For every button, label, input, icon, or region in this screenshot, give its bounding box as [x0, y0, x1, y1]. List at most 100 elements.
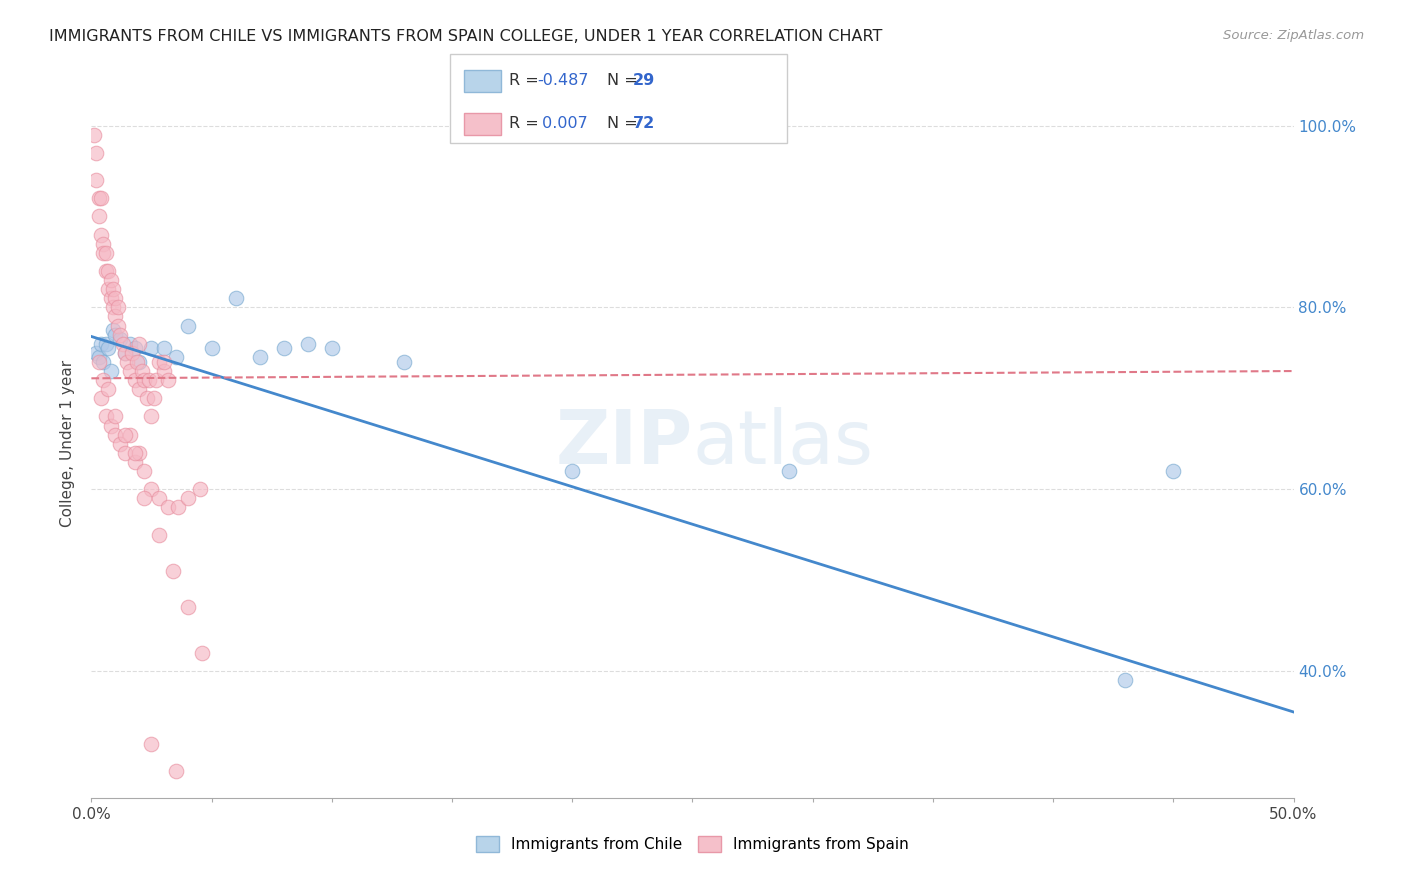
Point	[94, 264, 117, 278]
Point	[561, 464, 583, 478]
Point	[114, 346, 136, 360]
Point	[104, 409, 127, 424]
Point	[100, 273, 122, 287]
Point	[114, 446, 136, 460]
Point	[90, 191, 112, 205]
Point	[201, 341, 224, 355]
Point	[117, 355, 139, 369]
Point	[97, 264, 120, 278]
Text: Source: ZipAtlas.com: Source: ZipAtlas.com	[1223, 29, 1364, 42]
Point	[97, 282, 120, 296]
Text: IMMIGRANTS FROM CHILE VS IMMIGRANTS FROM SPAIN COLLEGE, UNDER 1 YEAR CORRELATION: IMMIGRANTS FROM CHILE VS IMMIGRANTS FROM…	[49, 29, 883, 44]
Point	[118, 427, 141, 442]
Point	[138, 373, 160, 387]
Point	[1114, 673, 1136, 687]
Point	[104, 291, 127, 305]
Point	[87, 191, 110, 205]
Point	[157, 373, 180, 387]
Point	[107, 318, 129, 333]
Point	[162, 564, 184, 578]
Point	[128, 355, 150, 369]
Point	[128, 446, 150, 460]
Point	[97, 341, 120, 355]
Point	[90, 392, 112, 406]
Point	[90, 336, 112, 351]
Point	[101, 301, 124, 315]
Point	[225, 291, 247, 305]
Point	[134, 491, 156, 506]
Point	[191, 646, 214, 660]
Point	[297, 336, 319, 351]
Point	[128, 382, 150, 396]
Point	[141, 482, 163, 496]
Point	[148, 527, 170, 541]
Point	[145, 373, 167, 387]
Point	[94, 245, 117, 260]
Point	[141, 409, 163, 424]
Point	[167, 500, 190, 515]
Point	[148, 355, 170, 369]
Y-axis label: College, Under 1 year: College, Under 1 year	[60, 360, 76, 527]
Text: R =: R =	[509, 116, 544, 130]
Point	[141, 737, 163, 751]
Point	[94, 336, 117, 351]
Point	[101, 323, 124, 337]
Point	[83, 128, 105, 142]
Text: ZIP: ZIP	[555, 408, 692, 480]
Point	[121, 346, 143, 360]
Text: 72: 72	[633, 116, 655, 130]
Point	[131, 364, 153, 378]
Point	[134, 464, 156, 478]
Point	[100, 364, 122, 378]
Point	[87, 210, 110, 224]
Point	[392, 355, 415, 369]
Point	[141, 341, 163, 355]
Point	[1161, 464, 1184, 478]
Text: N =: N =	[607, 73, 644, 87]
Point	[142, 392, 165, 406]
Point	[100, 418, 122, 433]
Text: 0.007: 0.007	[537, 116, 588, 130]
Point	[124, 373, 146, 387]
Point	[111, 336, 134, 351]
Point	[124, 455, 146, 469]
Point	[104, 427, 127, 442]
Point	[778, 464, 800, 478]
Point	[104, 310, 127, 324]
Point	[176, 600, 198, 615]
Text: 29: 29	[633, 73, 655, 87]
Point	[128, 336, 150, 351]
Point	[114, 346, 136, 360]
Point	[152, 364, 174, 378]
Point	[90, 227, 112, 242]
Point	[176, 491, 198, 506]
Point	[93, 245, 115, 260]
Point	[249, 351, 271, 365]
Point	[134, 373, 156, 387]
Point	[152, 355, 174, 369]
Point	[101, 282, 124, 296]
Point	[114, 427, 136, 442]
Point	[176, 318, 198, 333]
Point	[97, 382, 120, 396]
Point	[84, 145, 107, 160]
Point	[107, 301, 129, 315]
Point	[84, 173, 107, 187]
Text: atlas: atlas	[692, 408, 873, 480]
Point	[87, 355, 110, 369]
Point	[148, 491, 170, 506]
Point	[124, 446, 146, 460]
Point	[93, 355, 115, 369]
Point	[157, 500, 180, 515]
Point	[152, 341, 174, 355]
Text: -0.487: -0.487	[537, 73, 589, 87]
Point	[93, 236, 115, 251]
Point	[118, 364, 141, 378]
Point	[124, 341, 146, 355]
Point	[165, 351, 187, 365]
Point	[273, 341, 295, 355]
Point	[93, 373, 115, 387]
Point	[84, 346, 107, 360]
Point	[110, 327, 132, 342]
Point	[94, 409, 117, 424]
